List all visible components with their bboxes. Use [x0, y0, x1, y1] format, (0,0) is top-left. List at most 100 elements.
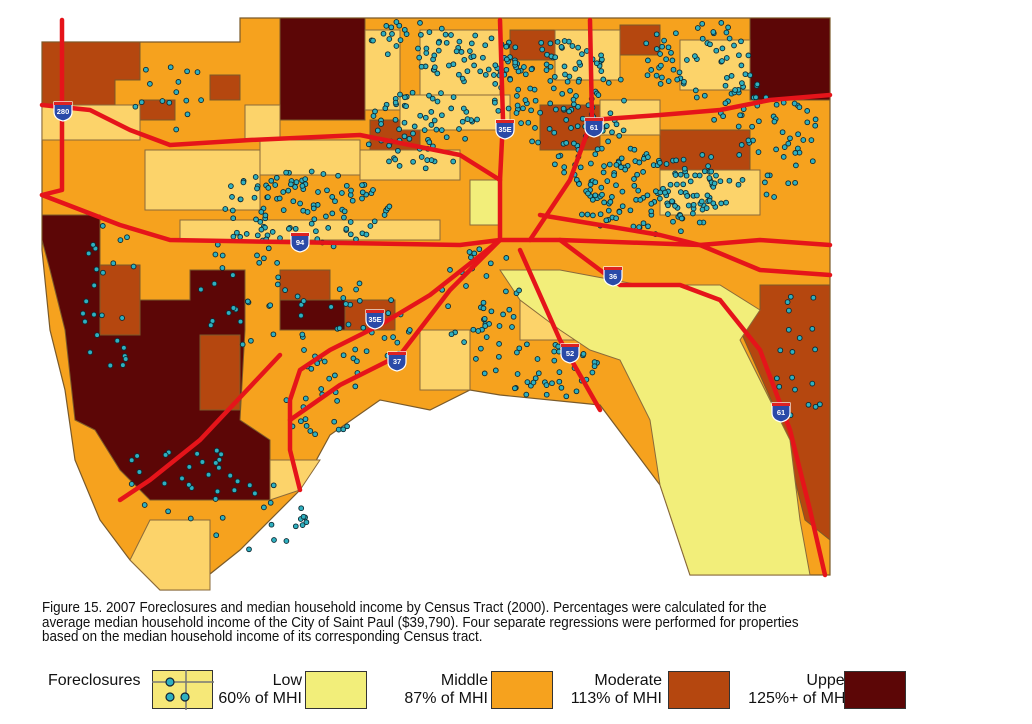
foreclosure-dot [141, 502, 148, 508]
foreclosure-dot [480, 299, 487, 306]
foreclosure-dot [505, 105, 512, 112]
foreclosure-dot [301, 347, 307, 353]
foreclosure-dot [418, 31, 424, 38]
foreclosure-dot [786, 307, 792, 314]
foreclosure-dot [323, 213, 329, 220]
foreclosure-dot [547, 63, 554, 70]
foreclosure-dot [605, 207, 612, 214]
foreclosure-dot [253, 216, 259, 223]
foreclosure-dot [701, 168, 708, 175]
foreclosure-dot [329, 210, 336, 217]
foreclosure-dot [122, 356, 129, 362]
foreclosure-dot [605, 138, 611, 145]
foreclosure-dot [613, 182, 619, 189]
foreclosure-dot [755, 149, 762, 155]
foreclosure-dot [365, 141, 372, 148]
foreclosure-dot [805, 401, 812, 408]
foreclosure-dot [812, 403, 819, 410]
foreclosure-dot [590, 212, 596, 219]
foreclosure-dot [456, 126, 462, 132]
foreclosure-dot [594, 146, 601, 153]
foreclosure-dot [785, 326, 792, 333]
foreclosure-dot [575, 44, 581, 51]
foreclosure-dot [738, 142, 745, 148]
caption-line-1: Figure 15. 2007 Foreclosures and median … [42, 600, 767, 616]
foreclosure-dot [422, 114, 429, 121]
foreclosure-dot [620, 127, 627, 134]
foreclosure-dot [658, 62, 664, 69]
foreclosure-dot [509, 324, 515, 330]
foreclosure-dot [110, 260, 117, 267]
highways [39, 17, 833, 578]
foreclosure-dot [302, 176, 309, 182]
foreclosure-dot [532, 125, 538, 131]
foreclosure-dot [674, 181, 680, 188]
foreclosure-dot [343, 182, 350, 189]
foreclosure-dot [735, 181, 742, 188]
interstate-shield-label: 37 [393, 357, 401, 366]
foreclosure-dot [275, 274, 282, 281]
legend-low-label: Low [272, 672, 302, 689]
foreclosure-dot [516, 345, 523, 352]
foreclosure-dot [515, 86, 522, 93]
foreclosure-dot [299, 522, 306, 528]
foreclosure-dot [349, 197, 356, 204]
foreclosure-dot [265, 185, 272, 191]
foreclosure-dot [739, 80, 745, 86]
caption-line-3: based on the median household income of … [42, 629, 483, 645]
foreclosure-dot [572, 65, 579, 72]
foreclosure-dot [470, 53, 477, 60]
foreclosure-dot [724, 74, 730, 81]
foreclosure-dot [707, 41, 713, 48]
foreclosure-dot [381, 212, 388, 218]
foreclosure-dot [382, 105, 389, 112]
foreclosure-dot [211, 280, 218, 287]
foreclosure-dot [434, 70, 441, 77]
foreclosure-dot [225, 310, 232, 316]
foreclosure-dot [692, 172, 698, 179]
interstate-shield-icon: 280 [53, 101, 73, 122]
foreclosure-dot [459, 75, 466, 82]
foreclosure-dot [648, 208, 655, 215]
foreclosure-dot [370, 113, 377, 119]
foreclosure-dot [426, 139, 433, 146]
foreclosure-dot [723, 199, 729, 206]
foreclosure-dot [248, 337, 254, 344]
foreclosure-dot [722, 100, 729, 107]
foreclosure-dot [538, 39, 545, 46]
foreclosure-dot [267, 499, 274, 506]
foreclosure-dot [392, 99, 399, 106]
foreclosure-dot [297, 200, 303, 207]
foreclosure-dot [393, 43, 400, 49]
foreclosure-dot [274, 281, 281, 288]
foreclosure-dot [348, 187, 354, 194]
foreclosure-dot [470, 326, 477, 333]
foreclosure-dot [433, 126, 440, 133]
foreclosure-dot [128, 481, 135, 487]
foreclosure-dot [231, 487, 238, 494]
interstate-shield-label: 94 [296, 238, 305, 247]
foreclosure-dot [659, 43, 665, 50]
foreclosure-dot [285, 187, 292, 194]
foreclosure-dot [567, 87, 573, 94]
foreclosure-dot [308, 365, 315, 372]
foreclosure-dot [789, 349, 796, 355]
foreclosure-dot [563, 140, 570, 146]
foreclosure-dot [809, 380, 816, 387]
foreclosure-dot [424, 157, 431, 163]
foreclosure-dot [619, 203, 626, 210]
foreclosure-dot [184, 68, 190, 75]
foreclosure-dot [551, 357, 558, 364]
foreclosure-dot [708, 168, 715, 175]
foreclosure-dot [435, 47, 442, 54]
foreclosure-dot [812, 346, 818, 353]
foreclosure-dot [363, 348, 370, 355]
foreclosure-dot [589, 369, 596, 376]
foreclosure-dot [558, 44, 565, 50]
foreclosure-dot [574, 123, 581, 130]
foreclosure-dot [212, 460, 219, 466]
foreclosure-dot [290, 198, 297, 205]
foreclosure-dot [311, 216, 318, 223]
foreclosure-dot [681, 78, 687, 85]
foreclosure-dot [397, 91, 403, 98]
